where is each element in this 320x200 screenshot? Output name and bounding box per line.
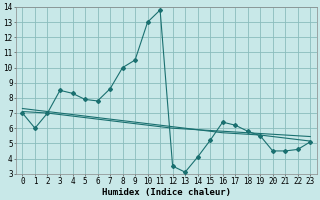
X-axis label: Humidex (Indice chaleur): Humidex (Indice chaleur) — [102, 188, 231, 197]
